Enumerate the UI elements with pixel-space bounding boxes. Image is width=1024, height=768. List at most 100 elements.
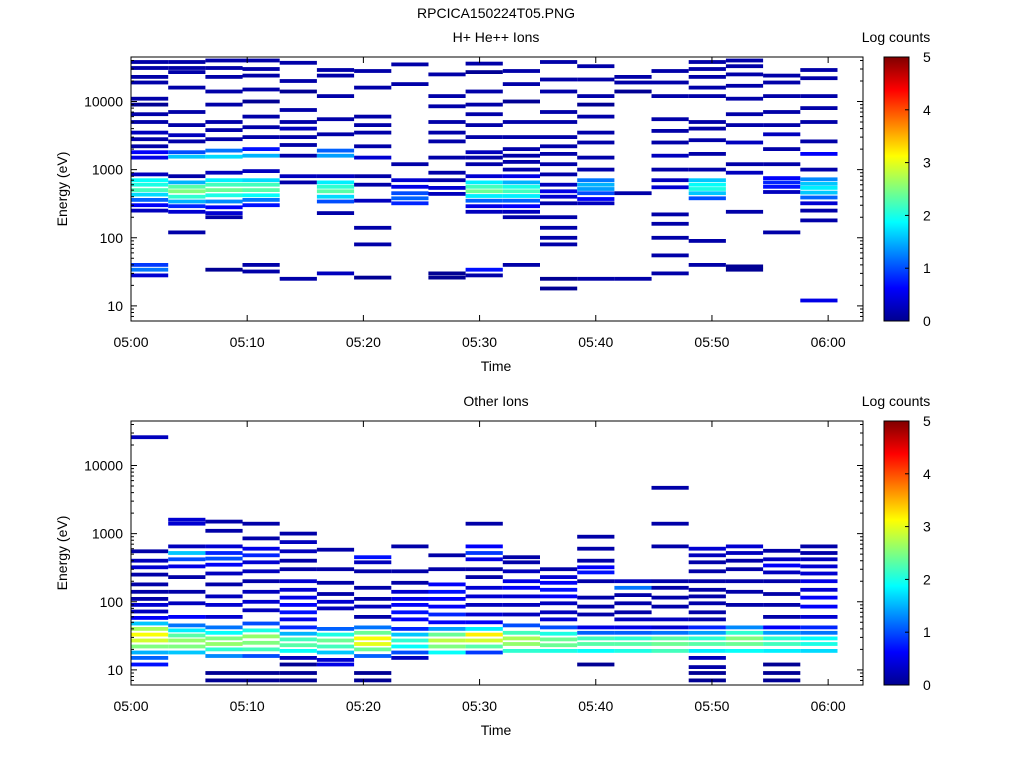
heatmap-cell xyxy=(428,582,466,587)
heatmap-cell xyxy=(242,178,280,183)
x-tick-label: 05:40 xyxy=(578,334,613,350)
y-axis-label: Energy (eV) xyxy=(54,152,70,227)
heatmap-cell xyxy=(651,649,689,653)
heatmap-cell xyxy=(168,517,206,522)
heatmap-cell xyxy=(725,96,764,101)
heatmap-cell xyxy=(354,69,392,73)
heatmap-cell xyxy=(168,557,206,562)
heatmap-cell xyxy=(763,147,801,151)
heatmap-cell xyxy=(763,671,801,675)
heatmap-cell xyxy=(391,196,429,201)
heatmap-cell xyxy=(540,610,578,615)
heatmap-cell xyxy=(428,178,466,183)
y-tick-label: 10000 xyxy=(84,94,123,110)
heatmap-cell xyxy=(205,625,243,630)
heatmap-cell xyxy=(205,551,243,555)
heatmap-cell xyxy=(465,204,503,209)
heatmap-cell xyxy=(614,630,652,635)
y-tick-label: 10 xyxy=(107,298,123,314)
heatmap-cell xyxy=(540,601,578,606)
heatmap-cell xyxy=(279,595,317,600)
colorbar xyxy=(883,420,910,686)
heatmap-cell xyxy=(614,75,652,79)
heatmap-cell xyxy=(577,558,615,563)
heatmap-cell xyxy=(242,169,280,173)
heatmap-cell xyxy=(279,135,317,139)
heatmap-cell xyxy=(168,521,206,526)
heatmap-cell xyxy=(577,546,615,551)
heatmap-cell xyxy=(205,594,243,599)
heatmap-cell xyxy=(279,610,317,615)
heatmap-cell xyxy=(242,153,280,158)
heatmap-cell xyxy=(168,638,206,643)
x-tick-label: 06:00 xyxy=(811,334,846,350)
heatmap-cell xyxy=(688,60,726,64)
heatmap-cell xyxy=(614,649,652,653)
heatmap-cell xyxy=(354,678,392,683)
heatmap-cell xyxy=(651,630,689,635)
heatmap-cell xyxy=(131,273,169,278)
heatmap-cell xyxy=(131,597,169,601)
heatmap-cell xyxy=(131,644,169,649)
heatmap-cell xyxy=(577,167,615,172)
heatmap-cell xyxy=(131,656,169,660)
heatmap-cell xyxy=(391,580,429,585)
heatmap-cell xyxy=(316,606,355,611)
heatmap-cell xyxy=(428,650,466,655)
heatmap-cell xyxy=(502,147,540,151)
heatmap-cell xyxy=(391,62,429,67)
colorbar-tick-label: 5 xyxy=(923,413,931,429)
heatmap-cell xyxy=(800,139,838,144)
heatmap-cell xyxy=(577,201,615,206)
heatmap-cell xyxy=(688,649,726,653)
heatmap-cell xyxy=(131,616,169,620)
heatmap-cell xyxy=(168,180,206,185)
heatmap-cell xyxy=(465,174,503,179)
heatmap-cell xyxy=(428,632,466,637)
heatmap-cell xyxy=(800,649,838,653)
heatmap-cell xyxy=(502,585,540,590)
heatmap-cell xyxy=(316,174,355,179)
heatmap-cell xyxy=(651,642,689,646)
heatmap-cell xyxy=(688,239,726,243)
heatmap-cell xyxy=(502,560,540,565)
heatmap-cell xyxy=(279,79,317,83)
heatmap-cell xyxy=(800,587,838,592)
heatmap-cell xyxy=(502,160,540,164)
heatmap-cell xyxy=(502,642,540,646)
heatmap-cell xyxy=(168,544,206,549)
heatmap-cell xyxy=(168,628,206,633)
heatmap-cell xyxy=(800,68,838,72)
heatmap-cell xyxy=(205,678,243,683)
heatmap-cell xyxy=(502,215,540,220)
heatmap-cell xyxy=(279,625,317,630)
heatmap-cell xyxy=(800,636,838,641)
heatmap-cell xyxy=(131,203,169,208)
heatmap-cell xyxy=(502,198,540,203)
heatmap-cell xyxy=(688,587,726,592)
heatmap-cell xyxy=(279,558,317,563)
heatmap-cell xyxy=(316,271,355,276)
heatmap-cell xyxy=(428,553,466,558)
heatmap-cell xyxy=(131,632,169,637)
heatmap-cell xyxy=(316,599,355,604)
colorbar-tick-label: 3 xyxy=(923,519,931,535)
heatmap-cell xyxy=(725,649,764,653)
heatmap-cell xyxy=(725,58,764,63)
heatmap-cell xyxy=(242,599,280,604)
heatmap-cell xyxy=(651,585,689,590)
heatmap-cell xyxy=(279,60,317,65)
heatmap-cell xyxy=(205,528,243,533)
heatmap-cell xyxy=(316,73,355,78)
heatmap-cell xyxy=(205,544,243,549)
heatmap-cell xyxy=(614,617,652,622)
heatmap-cell xyxy=(168,551,206,555)
heatmap-cell xyxy=(651,129,689,133)
heatmap-cell xyxy=(168,650,206,655)
heatmap-cell xyxy=(354,155,392,160)
heatmap-cell xyxy=(205,603,243,607)
heatmap-cell xyxy=(651,80,689,85)
heatmap-cell xyxy=(763,662,801,667)
heatmap-cell xyxy=(725,170,764,175)
x-tick-label: 05:30 xyxy=(462,334,497,350)
